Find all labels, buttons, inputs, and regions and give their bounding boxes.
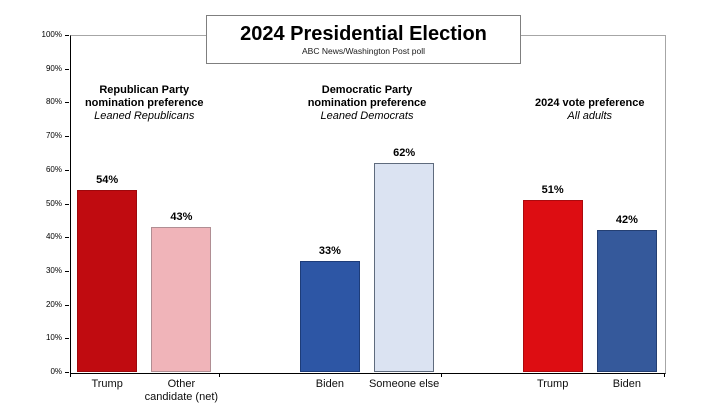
y-axis-tick (65, 35, 69, 36)
y-axis-tick (65, 169, 69, 171)
bar-value-label: 62% (393, 147, 416, 159)
x-axis-category-line: Trump (91, 378, 123, 390)
group-header-line: nomination preference (307, 97, 427, 109)
y-axis-tick (65, 304, 69, 306)
bar-someoneelse (374, 163, 435, 372)
bar-trump (522, 200, 583, 372)
group-header: 2024 vote preference All adults (500, 97, 680, 123)
bar-value-label: 42% (615, 214, 638, 226)
x-axis-category-label: Trump (52, 378, 162, 391)
bar-biden (299, 261, 360, 372)
y-axis-tick (65, 237, 69, 239)
y-axis-label: 20% (45, 299, 62, 309)
group-header-line: nomination preference (84, 97, 204, 109)
y-axis-label: 70% (45, 131, 62, 141)
x-axis-category-line: candidate (net) (144, 391, 219, 403)
group-header: Democratic Party nomination preference Lea… (277, 84, 457, 123)
group-header-line: Democratic Party (321, 84, 413, 96)
group-header-note: Leaned Democrats (320, 110, 414, 122)
y-axis-tick (65, 270, 69, 272)
y-axis-label: 90% (45, 63, 62, 73)
x-axis-category-label: Someone else (349, 378, 459, 391)
x-axis-category-line: Other (167, 378, 196, 390)
x-axis-category-line: Trump (536, 378, 569, 390)
x-axis-category-label: Trump (498, 378, 608, 391)
chart-title: 2024 Presidential Election (240, 23, 487, 45)
group-header: Republican Party nomination preference Lea… (54, 84, 234, 123)
x-axis-category-line: Biden (315, 378, 344, 390)
group-header-note: All adults (567, 110, 613, 122)
bar-value-label: 33% (318, 245, 341, 257)
y-axis-label: 60% (45, 164, 62, 174)
group-header-note: Leaned Republicans (94, 110, 195, 122)
y-axis-label: 40% (45, 232, 62, 242)
y-axis-tick (65, 338, 69, 340)
chart-title-box: 2024 Presidential Election ABC News/Wash… (206, 15, 521, 64)
y-axis-label: 30% (45, 265, 62, 275)
x-axis-category-line: Biden (612, 378, 641, 390)
group-header-line: 2024 vote preference (535, 97, 645, 109)
x-axis-category-label: Biden (572, 378, 682, 391)
bar-value-label: 51% (541, 184, 564, 196)
bar-trump (77, 190, 138, 372)
x-axis-category-label: Biden (275, 378, 385, 391)
x-axis-category-label: Other candidate (net) (126, 378, 236, 404)
x-axis-tick (70, 373, 71, 377)
group-header-line: Republican Party (99, 84, 190, 96)
y-axis-tick (65, 136, 69, 138)
x-axis-tick (218, 373, 220, 377)
y-axis-label: 100% (41, 30, 62, 39)
y-axis-label: 10% (45, 333, 62, 343)
y-axis-label: 80% (45, 97, 62, 107)
x-axis-category-line: Someone else (368, 378, 440, 390)
y-axis-tick (65, 372, 69, 373)
x-axis-tick (441, 373, 443, 377)
y-axis-label: 50% (45, 198, 62, 208)
bar-other-candidatenet (151, 227, 212, 372)
y-axis-tick (65, 68, 69, 70)
y-axis-label: 0% (50, 367, 62, 376)
chart-subtitle: ABC News/Washington Post poll (302, 46, 425, 56)
y-axis-tick (65, 203, 69, 205)
bar-biden (596, 230, 657, 372)
y-axis-tick (65, 102, 69, 104)
bar-value-label: 54% (96, 174, 119, 186)
x-axis-tick (664, 373, 665, 377)
bar-value-label: 43% (170, 211, 193, 223)
